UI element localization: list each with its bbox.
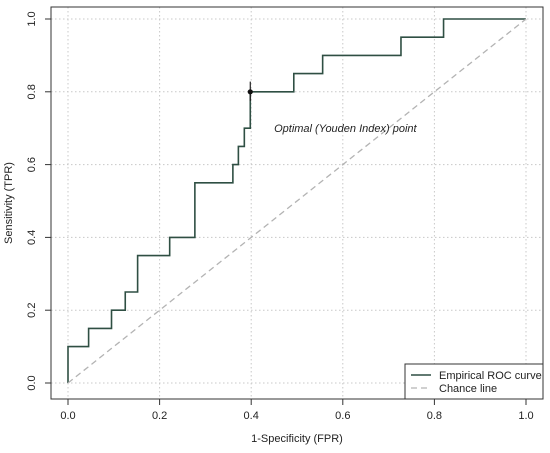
ticks-layer: 0.0 0.2 0.4 0.6 0.8 1.0 0.0 0.2 0.4 0.6 0.8 1.0 — [26, 11, 534, 422]
roc-curve-line — [67, 18, 526, 383]
y-tick-label: 0.2 — [26, 303, 38, 318]
annotation-optimal-point: Optimal (Youden Index) point — [274, 123, 417, 135]
y-tick-label: 0.4 — [26, 230, 38, 245]
y-tick-label: 0.0 — [26, 375, 38, 390]
y-axis-title: Sensitivity (TPR) — [3, 162, 15, 244]
x-tick-label: 1.0 — [518, 410, 533, 422]
optimal-point-layer — [247, 81, 253, 101]
x-axis-title: 1-Specificity (FPR) — [251, 433, 343, 445]
x-tick-label: 0.4 — [244, 410, 259, 422]
plot-frame — [50, 6, 544, 400]
x-tick-label: 0.0 — [60, 410, 75, 422]
legend: Empirical ROC curve Chance line — [404, 363, 544, 400]
series-layer — [67, 18, 527, 384]
legend-label-chance: Chance line — [439, 383, 497, 395]
x-tick-label: 0.8 — [427, 410, 442, 422]
y-tick-label: 1.0 — [26, 11, 38, 26]
y-tick-label: 0.6 — [26, 157, 38, 172]
legend-label-roc: Empirical ROC curve — [439, 370, 542, 382]
grid — [51, 7, 543, 399]
chance-line — [67, 18, 527, 384]
optimal-point-marker — [247, 89, 253, 95]
legend-box — [404, 363, 544, 400]
y-tick-label: 0.8 — [26, 84, 38, 99]
x-tick-label: 0.2 — [152, 410, 167, 422]
x-tick-label: 0.6 — [335, 410, 350, 422]
